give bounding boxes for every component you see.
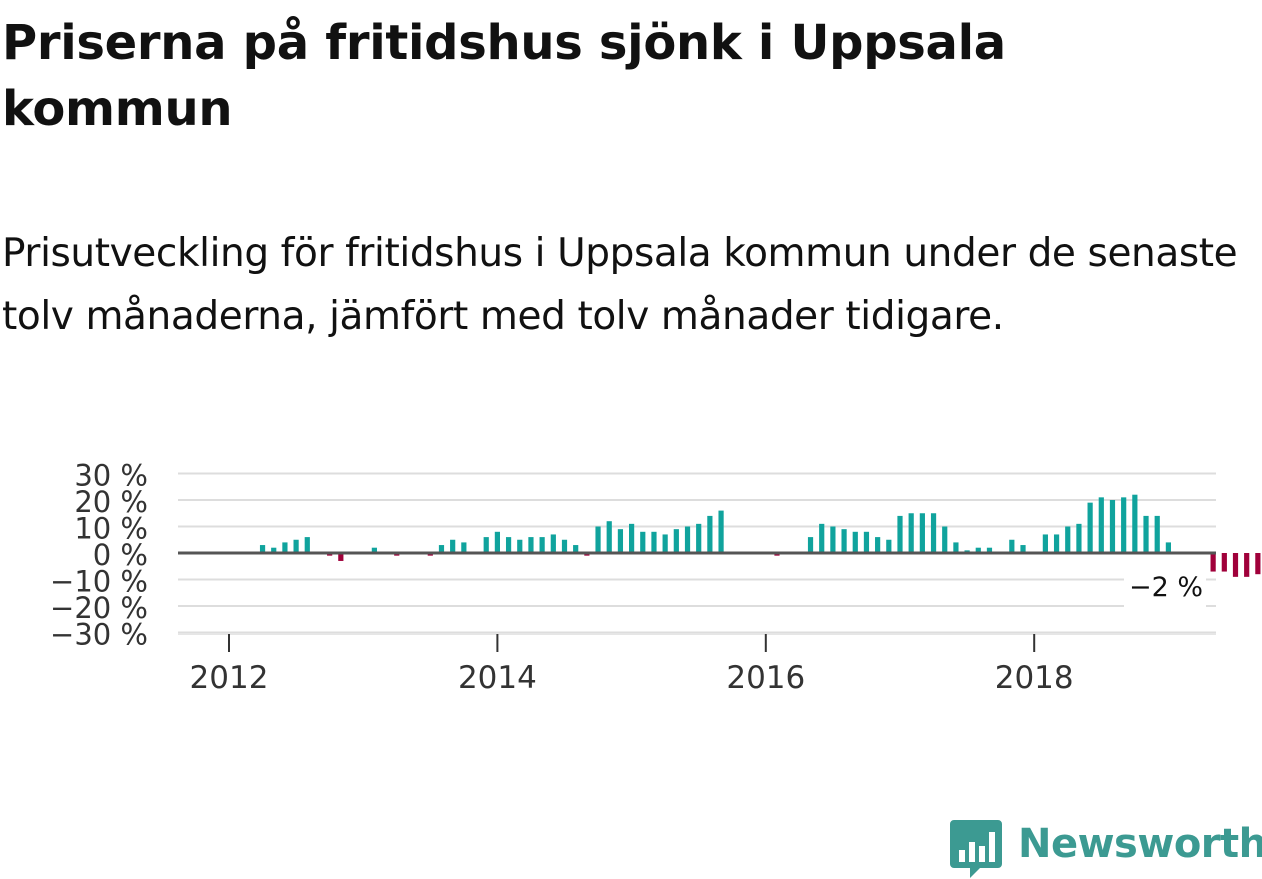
chart-subtitle: Prisutveckling för fritidshus i Uppsala … [2, 231, 1238, 339]
bar [1087, 502, 1093, 553]
bar [975, 547, 981, 553]
bar [573, 545, 579, 553]
bar [986, 547, 993, 553]
bar [617, 529, 624, 553]
bar [1009, 539, 1015, 553]
bar [886, 539, 892, 553]
bar [673, 529, 679, 553]
bar [852, 531, 858, 553]
bar [1076, 523, 1082, 553]
bar [461, 542, 467, 553]
bar [930, 513, 937, 553]
bar [696, 523, 702, 553]
last-value-bg [1124, 567, 1206, 607]
bar [293, 539, 299, 553]
bar [1121, 497, 1127, 553]
gridlines [178, 472, 1216, 634]
bar [684, 526, 691, 553]
bar [1042, 534, 1048, 553]
bar [1053, 534, 1060, 553]
bar [606, 521, 612, 553]
bar [1065, 526, 1071, 553]
bar [338, 553, 344, 561]
y-tick-label: 30 % [74, 459, 148, 493]
bar [651, 531, 657, 553]
x-tick-label: 2018 [995, 660, 1074, 696]
bar [875, 537, 881, 553]
last-value-label: −2 % [1129, 572, 1203, 603]
chart-title: Priserna på fritidshus sjönk i Uppsala k… [2, 15, 1006, 137]
bar [450, 539, 456, 553]
brand-name: Newsworthy [1018, 821, 1262, 867]
bar [595, 526, 601, 553]
bar [841, 529, 847, 553]
bar [908, 513, 914, 553]
bar [830, 526, 836, 553]
bar [550, 534, 556, 553]
bar [259, 545, 266, 553]
x-tick-label: 2016 [726, 660, 805, 696]
bar [942, 526, 948, 553]
y-tick-label: −20 % [50, 591, 148, 625]
bar [953, 542, 959, 553]
bar [528, 537, 534, 553]
bar [1098, 497, 1104, 553]
newsworthy-bar-chart-icon [950, 820, 1002, 878]
y-tick-label: −10 % [50, 565, 148, 599]
axes [178, 551, 1216, 652]
bar [371, 547, 377, 553]
bar [807, 537, 814, 553]
bar [863, 531, 870, 553]
x-tick-label: 2014 [458, 660, 537, 696]
bar [271, 547, 277, 553]
bar [819, 523, 825, 553]
bar [1109, 500, 1116, 553]
bar [517, 539, 523, 553]
bar [494, 531, 500, 553]
bar [897, 515, 903, 553]
bar [1154, 515, 1160, 553]
y-tick-label: −30 % [50, 618, 148, 652]
bar [483, 537, 489, 553]
price-change-bar-chart: −30 %−20 %−10 %0 %10 %20 %30 % 2012 2014 20… [50, 459, 1261, 696]
newsworthy-logo: Newsworthy [950, 818, 1262, 878]
bar [707, 515, 713, 553]
bar [561, 539, 568, 553]
bar [304, 537, 310, 553]
bar [662, 534, 668, 553]
bar [718, 510, 724, 553]
y-tick-label: 20 % [74, 485, 148, 519]
bar [1210, 553, 1216, 572]
bar [282, 542, 288, 553]
bar [919, 513, 925, 553]
bar [1143, 515, 1149, 553]
bar [1132, 494, 1138, 553]
y-tick-label: 0 % [93, 538, 148, 572]
bar [629, 523, 635, 553]
bar [505, 537, 512, 553]
bar [438, 545, 445, 553]
bar [1165, 542, 1171, 553]
tick-labels: −30 %−20 %−10 %0 %10 %20 %30 % 2012 2014 20… [50, 459, 1206, 696]
bar [1255, 553, 1261, 575]
bar [539, 537, 545, 553]
bar [640, 531, 646, 553]
bar [1020, 545, 1026, 553]
bar [1221, 553, 1227, 572]
bar [1244, 553, 1250, 577]
bars [259, 494, 1261, 577]
y-tick-label: 10 % [74, 512, 148, 546]
x-tick-label: 2012 [190, 660, 269, 696]
bar [1232, 553, 1239, 577]
